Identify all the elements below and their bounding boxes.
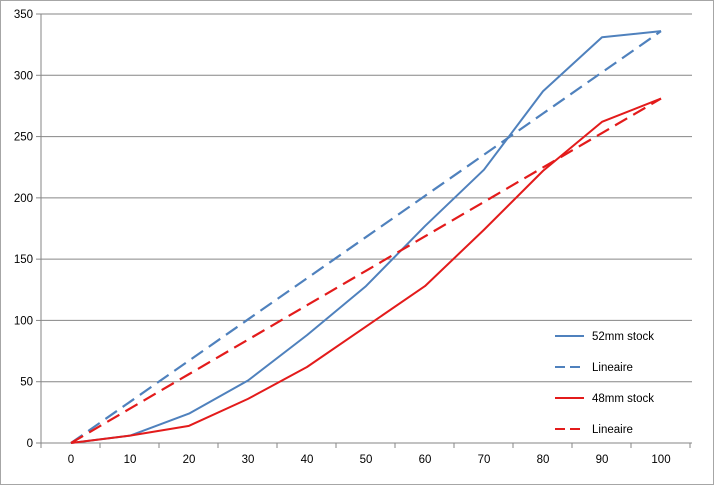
legend-label-2: Lineaire	[592, 362, 633, 374]
y-tick-label: 100	[14, 315, 33, 327]
series-line-4	[70, 97, 662, 444]
y-tick-label: 150	[14, 254, 33, 266]
y-tick-label: 200	[14, 193, 33, 205]
gridlines	[41, 13, 692, 383]
x-tick-label: 100	[651, 454, 670, 466]
x-tick-label: 10	[124, 454, 137, 466]
axes	[36, 13, 692, 448]
x-tick-label: 80	[537, 454, 550, 466]
y-tick-label: 50	[20, 377, 33, 389]
tick-labels: 0 50 100 150 200 250 300 350 0 10 20 30 40 50 60 70 80 90…	[14, 9, 671, 466]
x-tick-label: 60	[419, 454, 432, 466]
legend-label-4: Lineaire	[592, 424, 633, 436]
y-tick-label: 350	[14, 9, 33, 21]
legend-label-1: 52mm stock	[592, 331, 654, 343]
x-tick-label: 70	[478, 454, 491, 466]
x-tick-label: 0	[68, 454, 74, 466]
x-tick-label: 40	[301, 454, 314, 466]
y-tick-label: 300	[14, 70, 33, 82]
y-tick-label: 250	[14, 132, 33, 144]
x-tick-label: 50	[360, 454, 373, 466]
legend-label-3: 48mm stock	[592, 393, 654, 405]
x-tick-label: 20	[183, 454, 196, 466]
x-tick-label: 90	[596, 454, 609, 466]
y-tick-label: 0	[27, 438, 33, 450]
series-line-2	[70, 30, 662, 444]
series-line-1	[70, 30, 662, 444]
series-lines	[70, 30, 662, 444]
series-line-3	[70, 97, 662, 444]
x-tick-label: 30	[242, 454, 255, 466]
legend: 52mm stock Lineaire 48mm stock Lineaire	[555, 331, 654, 436]
